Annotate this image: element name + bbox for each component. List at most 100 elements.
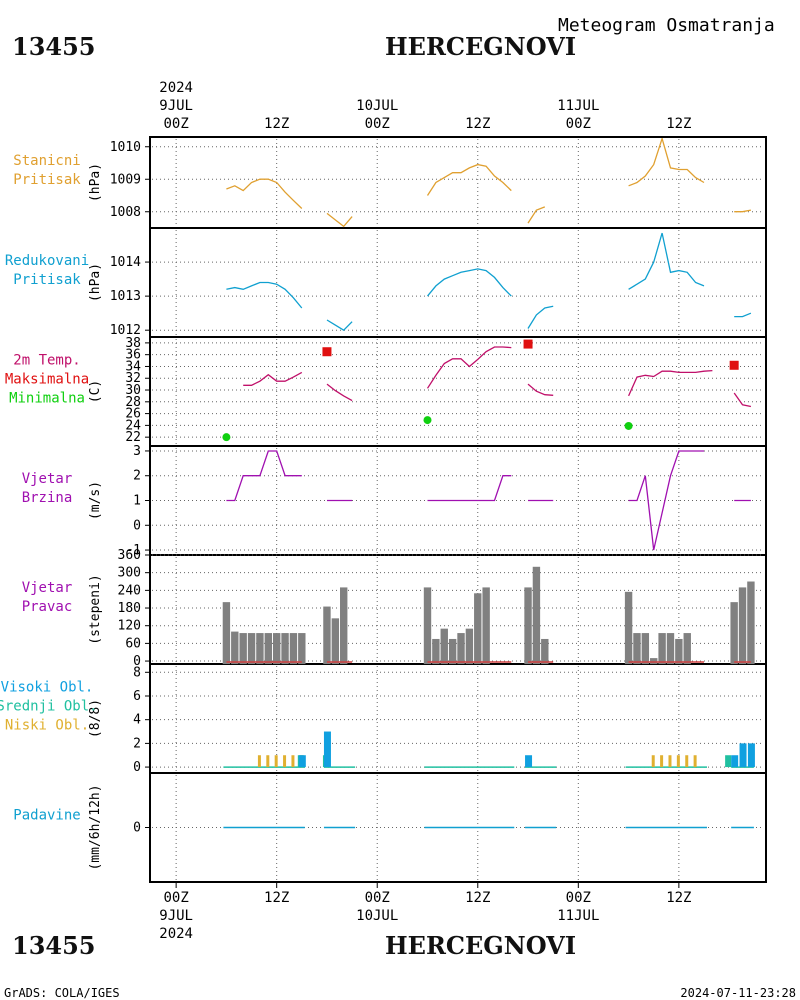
low-cloud-bar bbox=[676, 755, 680, 768]
y-tick-label: 22 bbox=[125, 430, 141, 445]
y-tick-label: 38 bbox=[125, 336, 141, 351]
high-cloud-bar bbox=[298, 755, 306, 768]
panel-label: Srednji Obl. bbox=[0, 699, 98, 715]
y-tick-label: 240 bbox=[118, 583, 141, 598]
wind-dir-bar bbox=[650, 658, 658, 665]
time-tick-label: 00Z bbox=[566, 116, 591, 132]
low-cloud-bar bbox=[274, 755, 278, 768]
series-line bbox=[734, 312, 752, 318]
wind-dir-bar bbox=[747, 581, 755, 665]
min-temp-point bbox=[624, 421, 633, 430]
y-axis-label: (8/8) bbox=[88, 699, 103, 738]
time-tick-label: 12Z bbox=[264, 890, 289, 906]
high-cloud-bar bbox=[739, 743, 747, 768]
wind-dir-bar bbox=[541, 638, 549, 665]
wind-dir-bar bbox=[675, 638, 683, 665]
timestamp-text: 2024-07-11-23:28 bbox=[680, 986, 796, 1000]
panel-label: Padavine bbox=[13, 808, 80, 824]
high-cloud-bar bbox=[731, 755, 739, 768]
low-cloud-bar bbox=[668, 755, 672, 768]
max-temp-point bbox=[729, 360, 739, 370]
high-cloud-bar bbox=[525, 755, 533, 768]
series-line bbox=[326, 212, 353, 228]
time-tick-label: 00Z bbox=[163, 116, 188, 132]
wind-dir-bar bbox=[231, 631, 239, 665]
y-tick-label: 2 bbox=[133, 736, 141, 751]
y-tick-label: -1 bbox=[125, 543, 141, 558]
time-tick-label: 00Z bbox=[163, 890, 188, 906]
min-temp-point bbox=[222, 433, 231, 442]
high-cloud-bar bbox=[747, 743, 755, 768]
wind-dir-bar bbox=[247, 633, 256, 665]
wind-dir-bar bbox=[298, 633, 306, 665]
series-line bbox=[628, 136, 705, 187]
series-line bbox=[628, 232, 705, 290]
series-line bbox=[426, 346, 512, 389]
time-tick-label: 12Z bbox=[666, 890, 691, 906]
y-tick-label: 60 bbox=[125, 636, 141, 651]
series-line bbox=[426, 163, 512, 196]
y-axis-label: (m/s) bbox=[88, 481, 103, 520]
date-label: 9JUL bbox=[159, 98, 193, 114]
y-tick-label: 32 bbox=[125, 371, 141, 386]
y-tick-label: 0 bbox=[133, 821, 141, 836]
low-cloud-bar bbox=[257, 755, 261, 768]
station-id-bottom: 13455 bbox=[12, 931, 96, 960]
panel-label: Stanicni bbox=[13, 153, 80, 169]
series-line bbox=[527, 305, 554, 329]
panel-redukovani: 1012 1013 1014 (hPa)Redukovani Pritisak bbox=[5, 230, 766, 338]
panel-label: Vjetar bbox=[22, 471, 73, 487]
panel-label: Pravac bbox=[22, 599, 73, 615]
max-temp-point bbox=[322, 347, 332, 357]
time-tick-label: 00Z bbox=[566, 890, 591, 906]
wind-dir-bar bbox=[423, 587, 432, 665]
y-tick-label: 6 bbox=[133, 689, 141, 704]
wind-dir-bar bbox=[448, 638, 457, 665]
plot-frame bbox=[149, 136, 767, 883]
wind-dir-bar bbox=[432, 638, 440, 665]
wind-dir-bar bbox=[272, 633, 281, 665]
wind-dir-bar bbox=[281, 633, 289, 665]
series-line bbox=[326, 383, 353, 402]
series-line bbox=[733, 392, 752, 408]
y-tick-label: 1 bbox=[133, 494, 141, 509]
series-line bbox=[427, 475, 512, 502]
panel-padavine: 0 (mm/6h/12h) Padavine bbox=[13, 775, 766, 883]
time-axis-bottom: 00Z 9JUL 12Z 00Z 10JUL 12Z 00Z 11JUL 12Z 2024 bbox=[159, 882, 692, 942]
y-axis-label: (hPa) bbox=[88, 163, 103, 202]
y-axis-label: (stepeni) bbox=[88, 574, 103, 644]
time-tick-label: 12Z bbox=[465, 116, 490, 132]
wind-dir-bar bbox=[256, 633, 264, 665]
panel-label: 2m Temp. bbox=[13, 353, 80, 369]
series-line bbox=[628, 450, 704, 551]
wind-dir-bar bbox=[532, 566, 541, 665]
y-axis-label: (mm/6h/12h) bbox=[88, 784, 103, 870]
y-tick-label: 1013 bbox=[110, 289, 141, 304]
y-tick-label: 2 bbox=[133, 469, 141, 484]
y-tick-label: 1014 bbox=[110, 255, 141, 270]
panel-label: Niski Obl. bbox=[5, 718, 89, 734]
wind-dir-bar bbox=[440, 628, 448, 665]
panel-label: Brzina bbox=[22, 490, 73, 506]
y-tick-label: 26 bbox=[125, 407, 141, 422]
y-tick-label: 3 bbox=[133, 444, 141, 459]
mid-cloud-bar bbox=[725, 755, 732, 768]
series-line bbox=[326, 319, 353, 332]
panel-label: Pritisak bbox=[13, 172, 81, 188]
wind-dir-bar bbox=[289, 633, 298, 665]
year-label: 2024 bbox=[159, 80, 193, 96]
low-cloud-bar bbox=[283, 755, 287, 768]
wind-dir-bar bbox=[474, 593, 482, 665]
low-cloud-bar bbox=[685, 755, 689, 768]
time-tick-label: 00Z bbox=[365, 890, 390, 906]
date-label: 10JUL bbox=[356, 98, 398, 114]
wind-dir-bar bbox=[264, 633, 273, 665]
high-cloud-bar bbox=[323, 731, 331, 768]
y-axis-label: (C) bbox=[88, 380, 103, 403]
panel-label: Minimalna bbox=[9, 391, 85, 407]
station-id-top: 13455 bbox=[12, 32, 96, 61]
series-line bbox=[527, 206, 546, 224]
y-tick-label: 1012 bbox=[110, 323, 141, 338]
wind-dir-bar bbox=[239, 633, 247, 665]
